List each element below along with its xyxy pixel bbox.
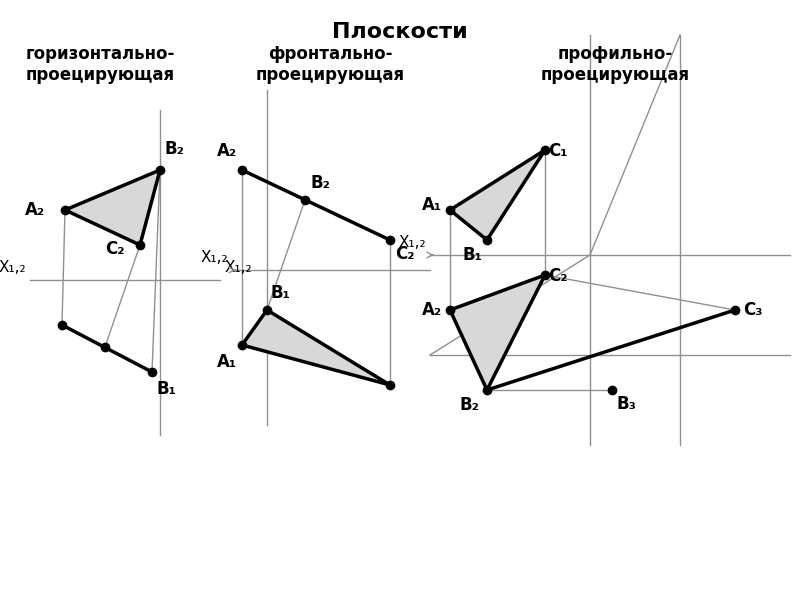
Polygon shape [65,170,160,245]
Text: B₃: B₃ [617,395,637,413]
Text: X₁,₂: X₁,₂ [398,235,426,250]
Text: A₁: A₁ [422,196,442,214]
Polygon shape [242,310,390,385]
Text: C₂: C₂ [105,240,125,258]
Text: C₃: C₃ [743,301,762,319]
Polygon shape [450,150,545,240]
Text: A₂: A₂ [25,201,45,219]
Text: A₂: A₂ [217,142,237,160]
Text: B₂: B₂ [310,174,330,192]
Text: A₂: A₂ [422,301,442,319]
Text: C₂: C₂ [395,245,414,263]
Text: B₁: B₁ [270,284,290,302]
Text: C₂: C₂ [548,267,567,285]
Text: Плоскости: Плоскости [332,22,468,42]
Text: профильно-
проецирующая: профильно- проецирующая [541,45,690,84]
Text: A₁: A₁ [217,353,237,371]
Text: горизонтально-
проецирующая: горизонтально- проецирующая [26,45,174,84]
Text: B₂: B₂ [459,396,479,414]
Polygon shape [450,275,545,390]
Text: B₁: B₁ [157,380,177,398]
Text: B₂: B₂ [165,140,185,158]
Text: C₁: C₁ [548,142,567,160]
Text: X₁,₂: X₁,₂ [225,260,253,275]
Text: X₁,₂: X₁,₂ [0,260,26,275]
Text: X₁,₂: X₁,₂ [200,250,228,265]
Text: фронтально-
проецирующая: фронтально- проецирующая [255,45,405,84]
Text: B₁: B₁ [462,246,482,264]
